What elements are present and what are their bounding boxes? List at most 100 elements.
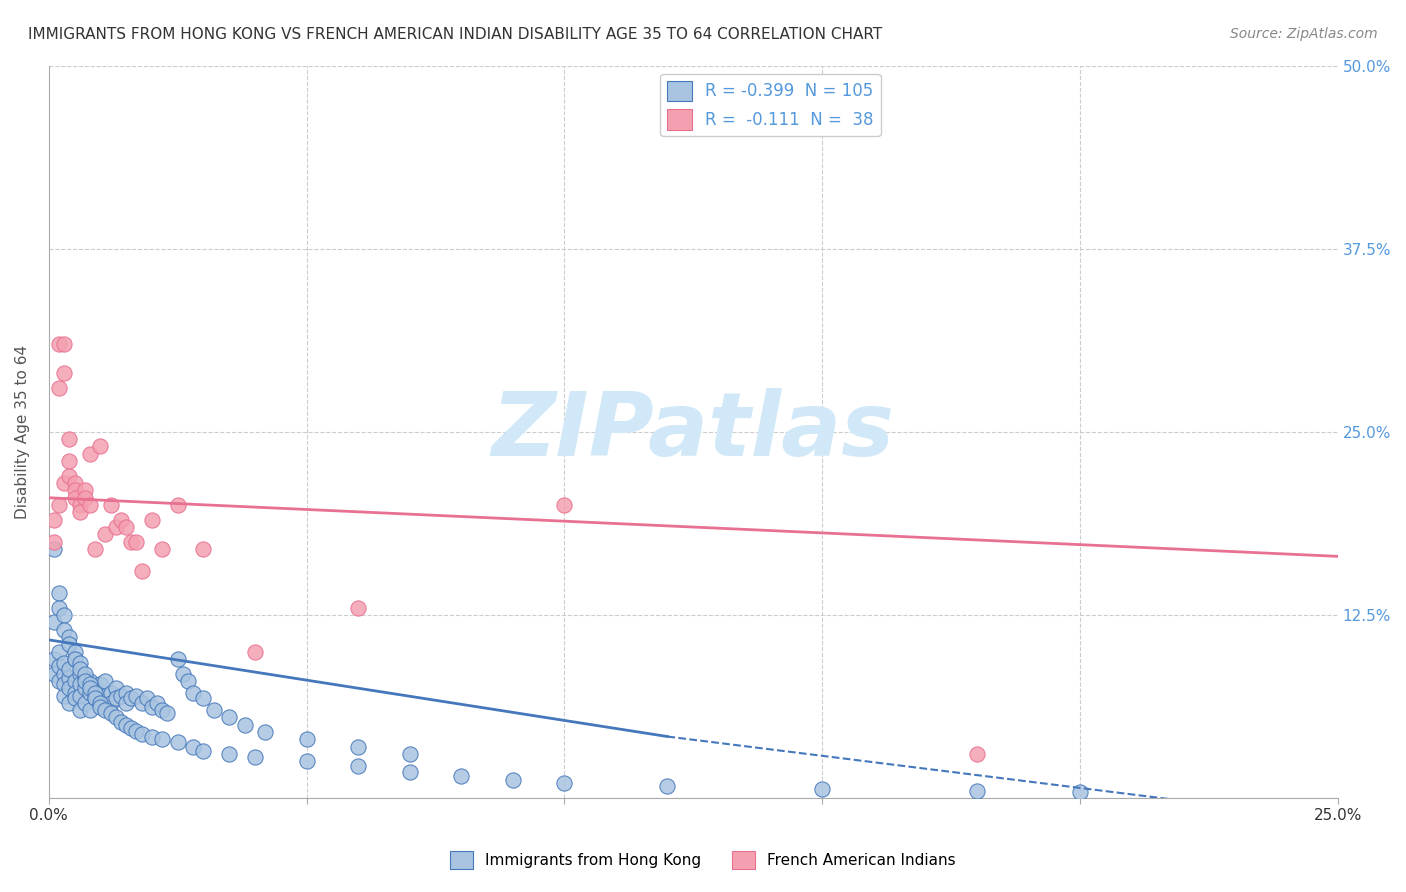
Point <box>73 483 96 498</box>
Text: Source: ZipAtlas.com: Source: ZipAtlas.com <box>1230 27 1378 41</box>
Point <box>63 652 86 666</box>
Point <box>243 750 266 764</box>
Point <box>58 696 80 710</box>
Point <box>63 644 86 658</box>
Point <box>104 520 127 534</box>
Point <box>53 476 76 491</box>
Point <box>58 637 80 651</box>
Point <box>811 782 834 797</box>
Point <box>104 710 127 724</box>
Point <box>73 671 96 685</box>
Point <box>150 541 173 556</box>
Point <box>48 659 70 673</box>
Point <box>193 691 215 706</box>
Point <box>69 498 91 512</box>
Point <box>73 666 96 681</box>
Point <box>131 696 153 710</box>
Point <box>254 725 277 739</box>
Point <box>89 696 111 710</box>
Point <box>48 498 70 512</box>
Point <box>100 498 122 512</box>
Legend: R = -0.399  N = 105, R =  -0.111  N =  38: R = -0.399 N = 105, R = -0.111 N = 38 <box>661 74 880 136</box>
Point <box>73 696 96 710</box>
Point <box>150 703 173 717</box>
Point <box>63 652 86 666</box>
Text: ZIPatlas: ZIPatlas <box>492 388 894 475</box>
Point <box>141 730 163 744</box>
Point <box>243 644 266 658</box>
Point <box>193 744 215 758</box>
Point <box>48 673 70 688</box>
Point <box>58 432 80 446</box>
Point <box>502 773 524 788</box>
Point <box>84 681 107 696</box>
Point <box>115 685 138 699</box>
Point <box>84 691 107 706</box>
Point <box>69 677 91 691</box>
Point <box>42 513 65 527</box>
Point <box>125 534 148 549</box>
Point <box>657 780 679 794</box>
Point <box>53 623 76 637</box>
Point <box>58 630 80 644</box>
Point <box>48 381 70 395</box>
Point <box>94 527 117 541</box>
Point <box>166 498 188 512</box>
Point <box>79 447 101 461</box>
Point <box>131 564 153 578</box>
Point <box>79 673 101 688</box>
Point <box>73 491 96 505</box>
Y-axis label: Disability Age 35 to 64: Disability Age 35 to 64 <box>15 345 30 519</box>
Point <box>53 366 76 380</box>
Point <box>193 541 215 556</box>
Point <box>69 666 91 681</box>
Point <box>69 657 91 671</box>
Point <box>53 607 76 622</box>
Text: IMMIGRANTS FROM HONG KONG VS FRENCH AMERICAN INDIAN DISABILITY AGE 35 TO 64 CORR: IMMIGRANTS FROM HONG KONG VS FRENCH AMER… <box>28 27 883 42</box>
Point <box>347 600 370 615</box>
Point <box>233 718 256 732</box>
Point <box>553 776 575 790</box>
Point <box>73 681 96 696</box>
Point <box>48 600 70 615</box>
Point <box>69 703 91 717</box>
Point <box>63 691 86 706</box>
Point <box>181 739 204 754</box>
Point <box>48 644 70 658</box>
Point <box>398 764 420 779</box>
Point <box>53 657 76 671</box>
Point <box>110 689 132 703</box>
Point <box>1069 785 1091 799</box>
Point <box>966 747 988 761</box>
Point <box>131 726 153 740</box>
Point <box>120 534 142 549</box>
Point <box>94 703 117 717</box>
Point <box>79 703 101 717</box>
Point <box>218 747 240 761</box>
Point <box>63 673 86 688</box>
Point <box>166 735 188 749</box>
Point <box>135 691 157 706</box>
Point <box>100 696 122 710</box>
Point <box>73 673 96 688</box>
Point <box>69 505 91 519</box>
Point <box>84 685 107 699</box>
Point <box>177 673 200 688</box>
Point <box>218 710 240 724</box>
Point <box>53 689 76 703</box>
Point <box>58 671 80 685</box>
Point <box>53 677 76 691</box>
Point <box>115 520 138 534</box>
Point <box>141 513 163 527</box>
Point <box>63 491 86 505</box>
Point <box>53 666 76 681</box>
Point <box>63 476 86 491</box>
Point <box>79 685 101 699</box>
Point <box>150 732 173 747</box>
Point <box>125 689 148 703</box>
Point <box>89 700 111 714</box>
Point <box>398 747 420 761</box>
Point <box>295 732 318 747</box>
Point <box>48 337 70 351</box>
Point <box>48 586 70 600</box>
